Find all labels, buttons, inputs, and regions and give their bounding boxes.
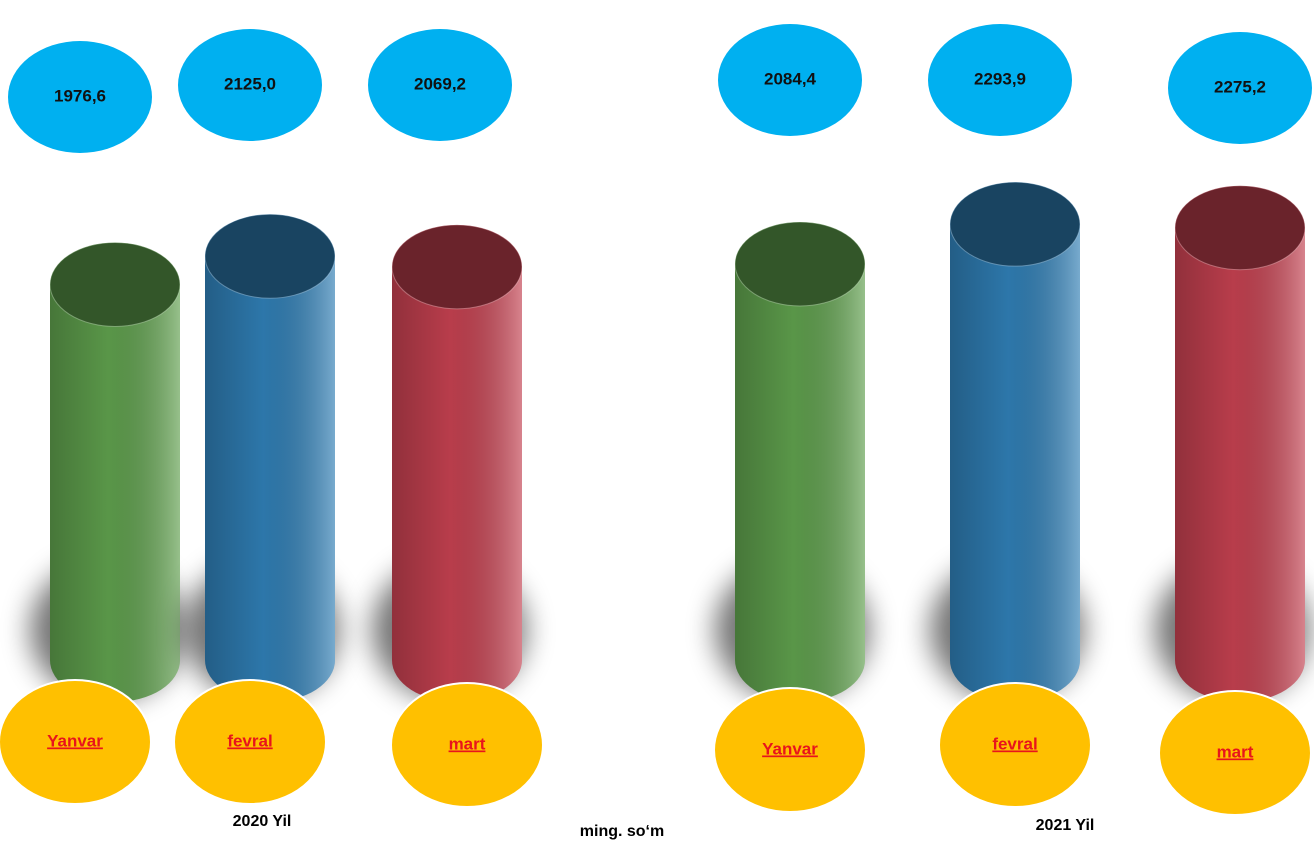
cylinder-shade [50,284,180,702]
value-label: 2275,2 [1214,77,1266,96]
category-label: fevral [992,734,1037,753]
value-bubble [1168,32,1312,144]
cylinder-shade [205,256,335,702]
cylinder-top [1175,185,1305,270]
cylinder-top [50,242,180,327]
cylinder-top-shade [391,224,523,310]
cylinder-top-shade [1174,185,1306,271]
value-label: 2084,4 [764,69,817,88]
value-label: 2125,0 [224,74,276,93]
category-label: Yanvar [762,739,818,758]
unit-label: ming. so‘m [580,823,664,840]
group-title: 2021 Yil [1036,817,1095,834]
category-bubble [713,687,867,813]
value-bubble [368,29,512,141]
cylinder-shade [392,266,522,702]
cylinder-top [392,224,522,309]
cylinder-shade [1175,227,1305,702]
category-bubble [938,682,1092,808]
cylinder-top-shade [949,181,1081,267]
cylinder-top-shade [49,241,181,327]
value-label: 2069,2 [414,74,466,93]
category-label: Yanvar [47,731,103,750]
value-bubble [178,29,322,141]
category-bubble [0,679,152,805]
category-label: mart [449,734,486,753]
value-label: 1976,6 [54,86,106,105]
value-label: 2293,9 [974,69,1026,88]
value-bubble [718,24,862,136]
cylinder-top [950,182,1080,267]
group-title: 2020 Yil [233,813,292,830]
category-label: fevral [227,731,272,750]
value-bubble [928,24,1072,136]
cylinder-top [735,221,865,306]
category-label: mart [1217,742,1254,761]
cylinder-top-shade [204,213,336,299]
category-bubble [390,682,544,808]
cylinder-shade [735,263,865,702]
cylinder-top [205,214,335,299]
cylinder-top-shade [734,221,866,307]
value-bubble [8,41,152,153]
cylinder-shade [950,224,1080,702]
category-bubble [1158,690,1312,816]
category-bubble [173,679,327,805]
